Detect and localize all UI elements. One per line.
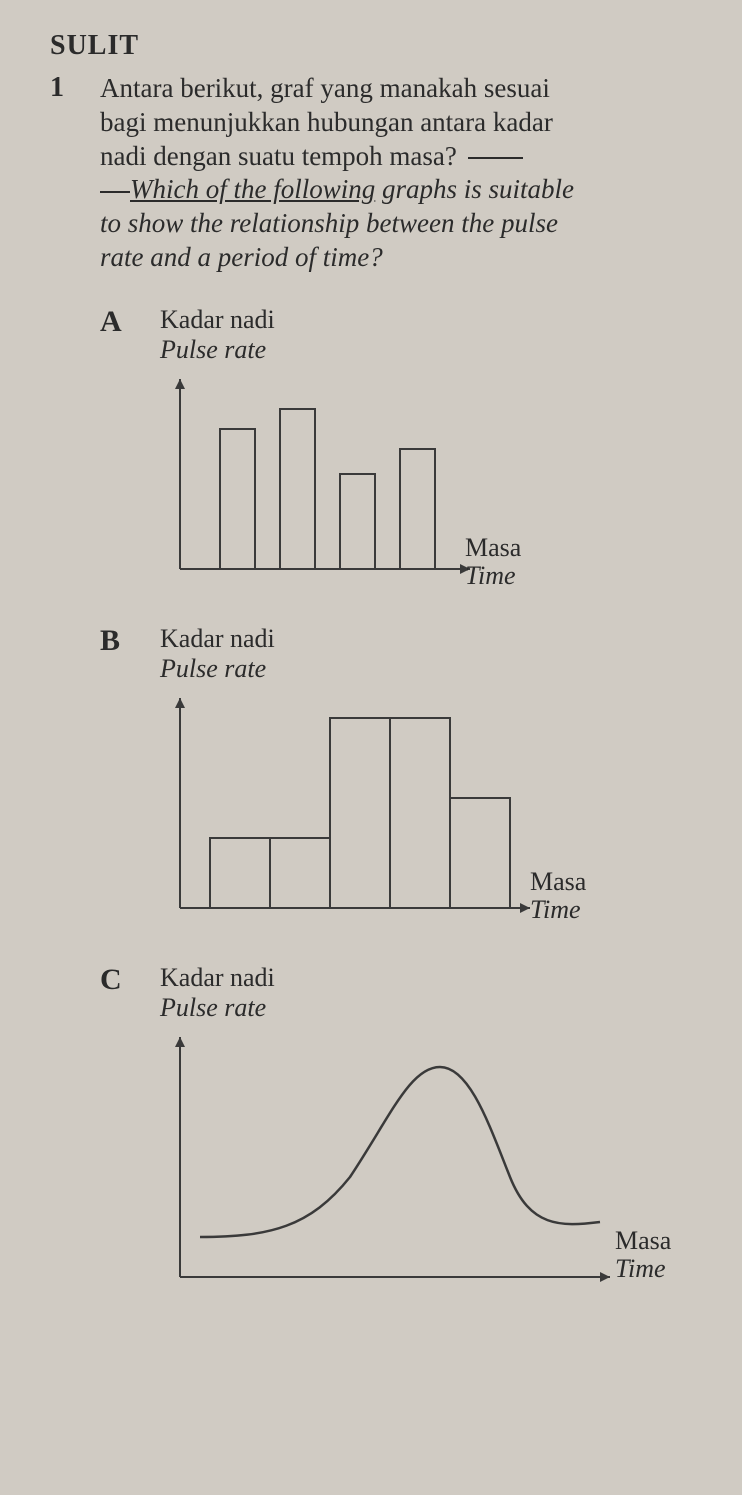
y-axis-title-a: Kadar nadi Pulse rate <box>160 305 702 365</box>
y-axis-label-ms-c: Kadar nadi <box>160 963 275 992</box>
question-english-line2: to show the relationship between the pul… <box>100 207 574 241</box>
question-malay-line1: Antara berikut, graf yang manakah sesuai <box>100 72 574 106</box>
x-axis-title: MasaTime <box>615 1227 671 1284</box>
option-c: C Kadar nadi Pulse rate MasaTime <box>50 963 702 1302</box>
option-body-a: Kadar nadi Pulse rate MasaTime <box>160 305 702 594</box>
x-axis-label-ms: Masa <box>615 1226 671 1255</box>
x-axis-label-ms: Masa <box>530 867 586 896</box>
question-text: Antara berikut, graf yang manakah sesuai… <box>100 72 574 275</box>
question-english-line1a: Which of the following <box>130 174 375 204</box>
chart-svg <box>160 369 480 589</box>
question-malay-line2: bagi menunjukkan hubungan antara kadar <box>100 106 574 140</box>
option-body-c: Kadar nadi Pulse rate MasaTime <box>160 963 702 1302</box>
confidential-label: SULIT <box>50 30 702 62</box>
option-b: B Kadar nadi Pulse rate MasaTime <box>50 624 702 933</box>
question-row: 1 Antara berikut, graf yang manakah sesu… <box>50 72 702 275</box>
x-axis-title: MasaTime <box>530 868 586 925</box>
option-letter-a: A <box>50 305 160 339</box>
chart-svg <box>160 688 540 928</box>
question-english-line1: Which of the following graphs is suitabl… <box>100 173 574 207</box>
option-body-b: Kadar nadi Pulse rate MasaTime <box>160 624 702 933</box>
x-axis-label-en: Time <box>465 562 521 591</box>
y-axis-label-ms-b: Kadar nadi <box>160 624 275 653</box>
y-axis-label-ms-a: Kadar nadi <box>160 305 275 334</box>
question-malay-line3a: nadi dengan suatu tempoh masa? <box>100 141 457 171</box>
x-axis-label-en: Time <box>530 896 586 925</box>
annotation-dash-icon <box>468 157 523 159</box>
option-a: A Kadar nadi Pulse rate MasaTime <box>50 305 702 594</box>
x-axis-label-ms: Masa <box>465 533 521 562</box>
chart-svg <box>160 1027 620 1297</box>
y-axis-title-c: Kadar nadi Pulse rate <box>160 963 702 1023</box>
x-axis-label-en: Time <box>615 1255 671 1284</box>
x-axis-title: MasaTime <box>465 534 521 591</box>
exam-page: SULIT 1 Antara berikut, graf yang manaka… <box>0 0 742 1302</box>
y-axis-label-en-a: Pulse rate <box>160 335 702 365</box>
chart-a: MasaTime <box>160 369 702 594</box>
y-axis-title-b: Kadar nadi Pulse rate <box>160 624 702 684</box>
y-axis-label-en-b: Pulse rate <box>160 654 702 684</box>
chart-b: MasaTime <box>160 688 702 933</box>
y-axis-label-en-c: Pulse rate <box>160 993 702 1023</box>
chart-c: MasaTime <box>160 1027 702 1302</box>
question-malay-line3: nadi dengan suatu tempoh masa? <box>100 140 574 174</box>
question-english-line3: rate and a period of time? <box>100 241 574 275</box>
question-number: 1 <box>50 72 100 104</box>
annotation-dash-icon <box>100 191 130 193</box>
option-letter-c: C <box>50 963 160 997</box>
question-english-line1b: graphs is suitable <box>375 174 574 204</box>
option-letter-b: B <box>50 624 160 658</box>
